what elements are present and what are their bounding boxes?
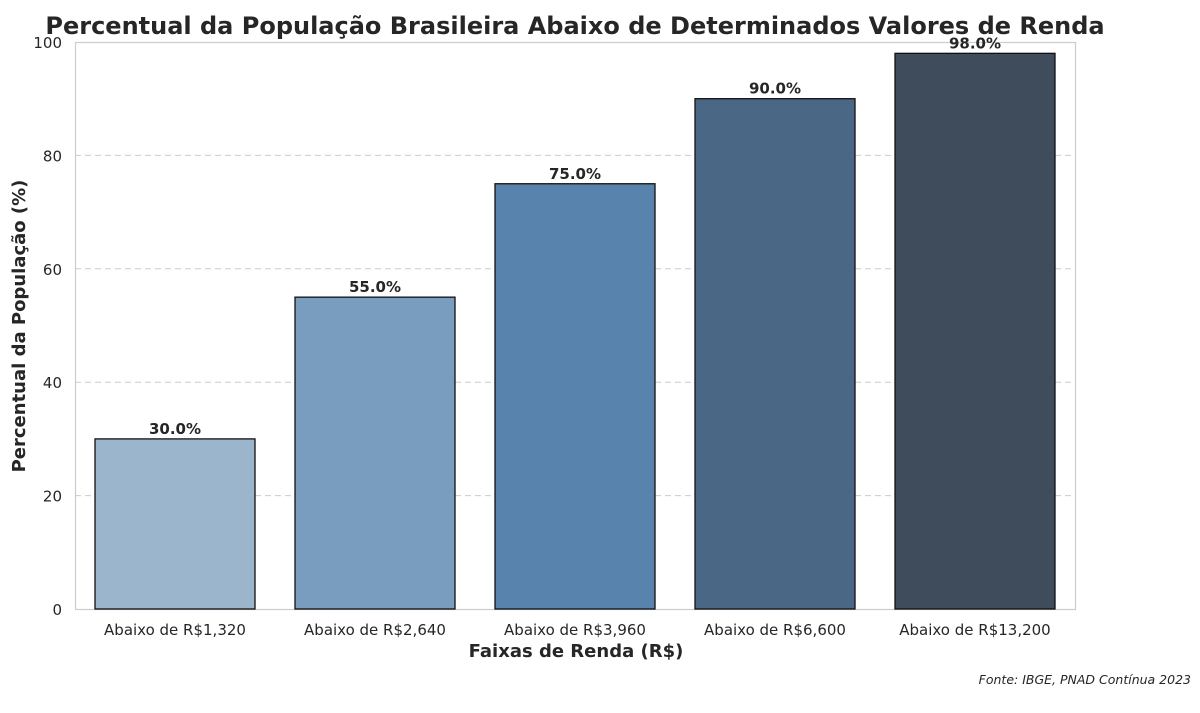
y-tick-label: 40 bbox=[43, 374, 62, 392]
bar bbox=[894, 52, 1056, 610]
bar bbox=[694, 98, 856, 610]
x-tick-label: Abaixo de R$13,200 bbox=[899, 621, 1050, 639]
bar-value-label: 55.0% bbox=[349, 278, 401, 296]
x-tick-label: Abaixo de R$3,960 bbox=[504, 621, 646, 639]
y-tick-label: 100 bbox=[33, 34, 62, 52]
chart-title: Percentual da População Brasileira Abaix… bbox=[45, 12, 1104, 40]
bar-value-labels: 30.0% 55.0% 75.0% 90.0% 98.0% bbox=[149, 34, 1001, 438]
y-tick-label: 60 bbox=[43, 261, 62, 279]
source-note: Fonte: IBGE, PNAD Contínua 2023 bbox=[979, 672, 1191, 687]
bar bbox=[494, 183, 656, 610]
bar-value-label: 98.0% bbox=[949, 34, 1001, 52]
bar bbox=[94, 438, 256, 610]
bar-value-label: 90.0% bbox=[749, 80, 801, 98]
y-tick-label: 0 bbox=[52, 601, 62, 619]
x-tick-label: Abaixo de R$2,640 bbox=[304, 621, 446, 639]
x-axis-label: Faixas de Renda (R$) bbox=[469, 641, 684, 662]
y-tick-labels: 0 20 40 60 80 100 bbox=[33, 34, 62, 619]
y-tick-label: 80 bbox=[43, 147, 62, 165]
x-tick-label: Abaixo de R$1,320 bbox=[104, 621, 246, 639]
bar-value-label: 30.0% bbox=[149, 420, 201, 438]
x-tick-labels: Abaixo de R$1,320 Abaixo de R$2,640 Abaixo… bbox=[104, 621, 1051, 639]
y-axis-label: Percentual da População (%) bbox=[9, 180, 30, 473]
bar bbox=[294, 296, 456, 610]
y-tick-label: 20 bbox=[43, 488, 62, 506]
x-tick-label: Abaixo de R$6,600 bbox=[704, 621, 846, 639]
bars bbox=[94, 52, 1056, 610]
bar-value-label: 75.0% bbox=[549, 165, 601, 183]
